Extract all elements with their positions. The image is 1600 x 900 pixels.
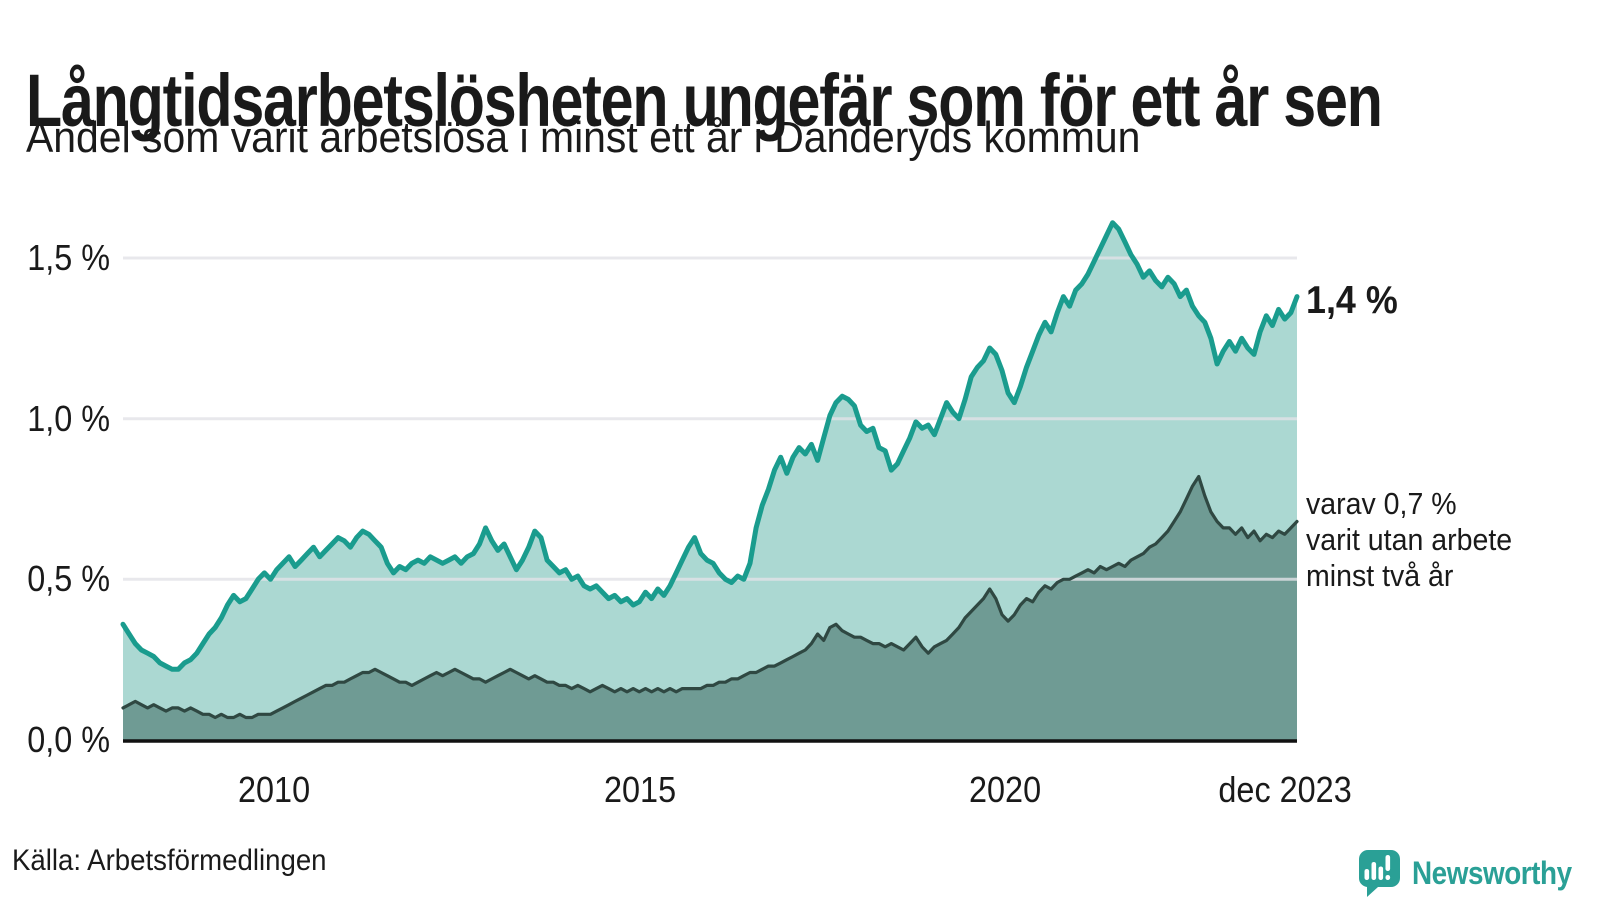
x-tick-label: dec 2023 — [1218, 769, 1352, 810]
newsworthy-logo: Newsworthy — [1356, 849, 1595, 897]
newsworthy-bubble-chart-icon — [1358, 850, 1400, 897]
gridlines — [123, 256, 1297, 581]
page-title: Långtidsarbetslösheten ungefär som för e… — [26, 58, 1383, 142]
y-tick-label: 1,0 % — [27, 398, 110, 439]
x-tick-label: 2010 — [237, 769, 311, 810]
newsworthy-wordmark: Newsworthy — [1412, 854, 1572, 891]
source-note: Källa: Arbetsförmedlingen — [12, 844, 327, 877]
series-line-1yr — [120, 220, 1300, 672]
x-tick-label: 2015 — [603, 769, 677, 810]
x-tick-label: 2020 — [968, 769, 1042, 810]
y-tick-label: 0,5 % — [27, 558, 110, 599]
y-tick-label: 1,5 % — [27, 237, 110, 278]
y-tick-label: 0,0 % — [27, 719, 110, 760]
chart-subtitle: Andel som varit arbetslösa i minst ett å… — [26, 113, 1141, 162]
area-fill-1yr — [123, 222, 1297, 740]
area-fill-2yr — [123, 476, 1297, 740]
series-line-2yr — [121, 474, 1299, 720]
end-value-annotation: 1,4 % — [1306, 279, 1398, 322]
series2-annotation: varav 0,7 % varit utan arbete minst två … — [1306, 486, 1513, 593]
